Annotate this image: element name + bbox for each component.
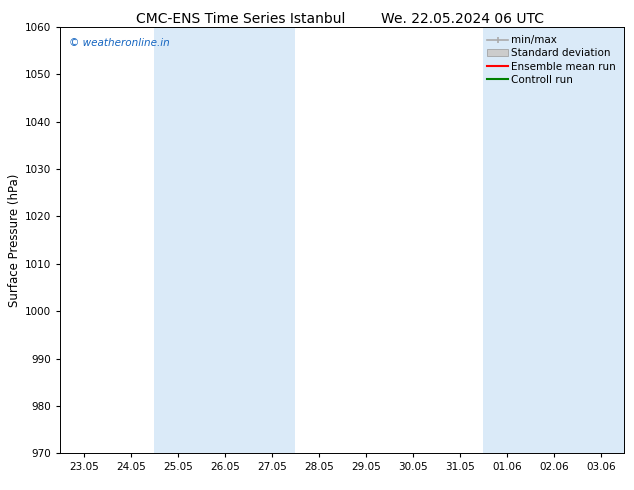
Y-axis label: Surface Pressure (hPa): Surface Pressure (hPa)	[8, 173, 21, 307]
Legend: min/max, Standard deviation, Ensemble mean run, Controll run: min/max, Standard deviation, Ensemble me…	[484, 32, 619, 88]
Bar	[154, 27, 295, 453]
Text: We. 22.05.2024 06 UTC: We. 22.05.2024 06 UTC	[381, 12, 545, 26]
Bar	[483, 27, 624, 453]
Text: CMC-ENS Time Series Istanbul: CMC-ENS Time Series Istanbul	[136, 12, 346, 26]
Text: © weatheronline.in: © weatheronline.in	[68, 38, 169, 48]
